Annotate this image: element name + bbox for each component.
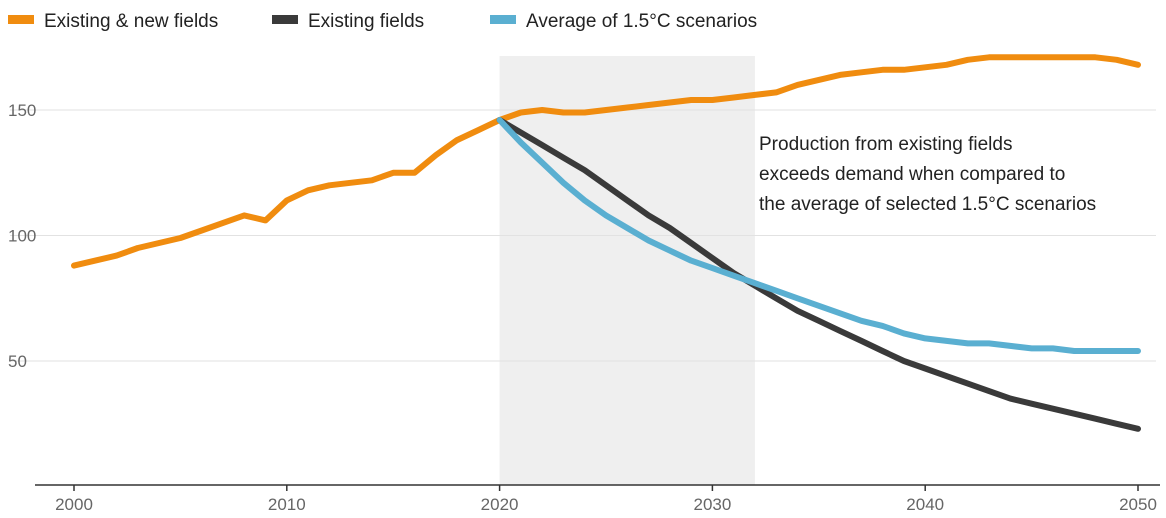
y-axis: 50 100 150 [8,101,36,371]
legend-label: Existing & new fields [44,11,218,32]
series-lines [71,54,1141,432]
legend: Existing & new fields Existing fields Aver… [8,11,757,32]
series-line-0 [71,54,1141,269]
series-line-2 [496,117,1141,354]
legend-item-1: Existing fields [272,11,424,32]
y-tick-label: 100 [8,227,36,246]
series-line-1 [496,117,1141,432]
legend-label: Average of 1.5°C scenarios [526,11,757,32]
legend-item-0: Existing & new fields [8,11,218,32]
x-tick-label: 2000 [55,495,93,514]
legend-swatch [272,15,298,24]
annotation-line: the average of selected 1.5°C scenarios [759,194,1096,215]
annotation-text: Production from existing fields exceeds d… [759,134,1096,215]
x-tick-label: 2050 [1119,495,1157,514]
x-tick-label: 2040 [906,495,944,514]
y-tick-label: 50 [8,352,27,371]
legend-item-2: Average of 1.5°C scenarios [490,11,757,32]
legend-swatch [490,15,516,24]
legend-label: Existing fields [308,11,424,32]
legend-swatch [8,15,34,24]
annotation-line: exceeds demand when compared to [759,164,1065,185]
x-tick-label: 2010 [268,495,306,514]
x-tick-label: 2020 [481,495,519,514]
x-axis: 2000 2010 2020 2030 2040 2050 [35,484,1160,514]
x-tick-label: 2030 [693,495,731,514]
annotation-line: Production from existing fields [759,134,1012,155]
y-tick-label: 150 [8,101,36,120]
